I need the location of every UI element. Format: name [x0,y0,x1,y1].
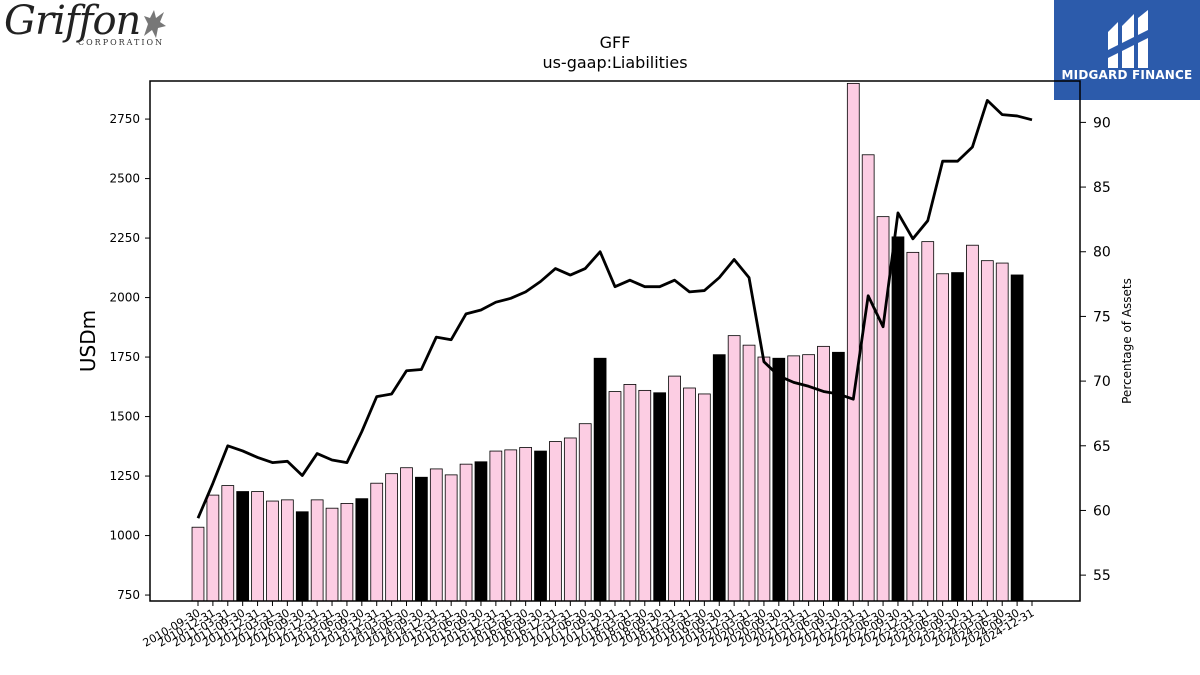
bar-2018-09-30 [653,392,667,602]
y-tick-label: 1750 [109,350,140,364]
bar-2014-09-30 [415,476,428,602]
griffon-logo-wordmark: Griffon [4,0,141,44]
bar-2022-06-30 [876,216,890,602]
bar-2019-06-30 [698,393,711,602]
bar-2021-12-31 [846,82,860,602]
y2-tick-label: 90 [1093,115,1111,131]
bar-2021-03-31 [802,354,815,602]
bar-2022-12-31 [906,251,920,602]
bar-2017-03-31 [563,437,577,602]
bar-2015-12-31 [489,450,503,602]
line-series [196,99,1033,519]
y2-tick-label: 75 [1093,309,1111,325]
bar-2019-12-31 [727,335,741,602]
bar-2024-06-30 [995,262,1009,602]
y-tick-label: 1500 [109,410,140,424]
griffon-logo-subtitle: CORPORATION [78,38,165,47]
bar-2024-09-30 [1010,274,1024,602]
percentage-of-assets-line [196,99,1033,519]
y-tick-label: 1000 [109,529,140,543]
bar-2016-09-30 [534,450,547,602]
bar-2017-12-31 [608,391,622,602]
bar-2013-06-30 [340,503,354,602]
y2-axis-label: Percentage of Assets [1120,278,1134,404]
bar-2011-12-31 [251,491,264,602]
griffon-logo: Griffon CORPORATION [4,0,170,48]
midgard-mark-icon [1108,10,1148,68]
bar-2020-09-30 [772,357,786,602]
bar-2015-03-31 [444,474,458,602]
bar-2014-06-30 [400,467,413,602]
y2-tick-label: 55 [1093,568,1111,584]
bar-2020-12-31 [787,355,801,602]
y2-tick-label: 80 [1093,245,1111,261]
midgard-finance-logo: MIDGARD FINANCE [1054,0,1200,100]
axes: 750 1000 1250 1500 1750 2000 2250 2500 2750 55 60 6… [109,112,1110,649]
bar-2018-06-30 [638,389,652,602]
bar-2013-03-31 [325,507,339,602]
bar-2010-12-31 [206,494,220,602]
bar-2021-09-30 [832,351,845,602]
bar-2023-03-31 [921,241,935,602]
y2-tick-label: 70 [1093,374,1111,390]
bar-2013-12-31 [370,482,384,602]
bar-2012-03-31 [266,500,279,602]
bar-2016-06-30 [519,447,533,602]
bar-2023-09-30 [951,272,964,602]
bar-2013-09-30 [355,498,369,602]
y2-tick-label: 85 [1093,180,1111,196]
y-tick-label: 2500 [109,172,140,186]
bar-2015-06-30 [459,463,473,602]
y-tick-label: 2250 [109,231,140,245]
bar-2016-12-31 [549,441,562,602]
bar-2024-03-31 [980,260,994,602]
y-axis-label: USDm [76,310,100,372]
bar-series [191,82,1024,602]
y-tick-label: 1250 [109,469,140,483]
bar-2020-03-31 [742,344,756,602]
bar-2023-06-30 [936,273,950,602]
bar-2019-09-30 [712,354,726,602]
bar-2019-03-31 [683,387,696,602]
bar-2022-09-30 [891,236,905,602]
chart-subtitle: us-gaap:Liabilities [542,53,687,72]
bar-2012-06-30 [280,499,294,602]
bar-2018-12-31 [668,375,681,602]
bar-2010-09-30 [191,526,205,602]
bar-2017-06-30 [578,423,592,602]
plot-frame [149,80,1081,602]
chart-title: GFF [600,33,631,52]
bar-2014-03-31 [385,473,398,602]
bar-2017-09-30 [593,357,607,602]
bar-2021-06-30 [817,345,830,602]
bar-2011-03-31 [221,485,235,602]
bar-2012-12-31 [310,499,324,602]
bar-2018-03-31 [623,384,637,602]
bar-2023-12-31 [966,244,979,602]
bar-2014-12-31 [429,468,443,602]
bar-2022-03-31 [861,154,875,602]
bar-2012-09-30 [295,511,309,602]
bar-2015-09-30 [474,461,488,602]
bar-2016-03-31 [504,449,518,602]
bar-2020-06-30 [757,356,771,602]
y-tick-label: 2750 [109,112,140,126]
bar-2011-09-30 [236,491,250,602]
midgard-logo-name: MIDGARD FINANCE [1061,68,1193,82]
y-tick-label: 750 [117,588,140,602]
y-tick-label: 2000 [109,291,140,305]
griffin-icon [144,10,166,38]
y2-tick-label: 60 [1093,503,1111,519]
y2-tick-label: 65 [1093,439,1111,455]
